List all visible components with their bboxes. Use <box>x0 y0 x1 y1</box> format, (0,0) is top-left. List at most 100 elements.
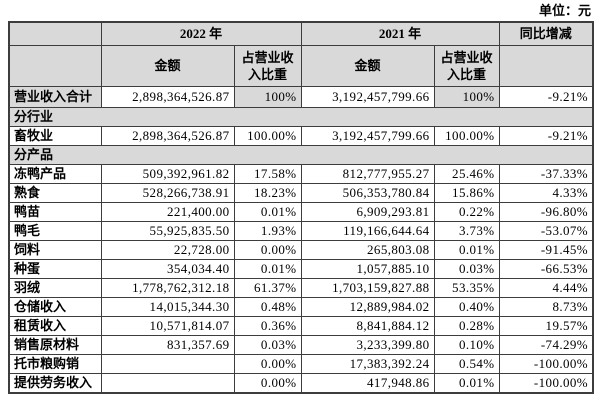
pct-2022: 17.58% <box>233 163 302 184</box>
yoy-value: -9.21% <box>498 85 594 108</box>
header-blank-cell <box>498 44 594 87</box>
table-row: 鸭苗 221,400.00 0.01% 6,909,293.81 0.22% -… <box>8 201 594 222</box>
row-label: 种蛋 <box>8 258 102 279</box>
pct-2021: 0.10% <box>433 334 500 355</box>
amount-2021: 12,889,984.02 <box>300 296 435 317</box>
table-row: 销售原材料 831,357.69 0.03% 3,233,399.80 0.10… <box>8 334 594 355</box>
amount-2021: 3,192,457,799.66 <box>300 125 435 146</box>
yoy-value: -100.00% <box>498 372 594 393</box>
amount-2021: 119,166,644.64 <box>300 220 435 241</box>
amount-2022: 14,015,344.30 <box>100 296 235 317</box>
amount-2022: 22,728.00 <box>100 239 235 260</box>
pct-2022: 0.01% <box>233 201 302 222</box>
table-row-total-revenue: 营业收入合计 2,898,364,526.87 100% 3,192,457,7… <box>8 85 594 108</box>
row-label: 提供劳务收入 <box>8 372 102 393</box>
yoy-value: -66.53% <box>498 258 594 279</box>
amount-2022: 221,400.00 <box>100 201 235 222</box>
pct-2021: 0.03% <box>433 258 500 279</box>
pct-2022: 100% <box>233 85 302 108</box>
amount-2021: 17,383,392.24 <box>300 353 435 374</box>
amount-2022: 354,034.40 <box>100 258 235 279</box>
amount-2022: 831,357.69 <box>100 334 235 355</box>
amount-2022: 509,392,961.82 <box>100 163 235 184</box>
pct-2022: 0.00% <box>233 353 302 374</box>
pct-2021: 15.86% <box>433 182 500 203</box>
yoy-value: -74.29% <box>498 334 594 355</box>
header-yoy: 同比增减 <box>498 21 594 46</box>
yoy-value: 19.57% <box>498 315 594 336</box>
table-row: 鸭毛 55,925,835.50 1.93% 119,166,644.64 3.… <box>8 220 594 241</box>
pct-2021: 100.00% <box>433 125 500 146</box>
pct-2021: 0.28% <box>433 315 500 336</box>
amount-2022: 55,925,835.50 <box>100 220 235 241</box>
pct-2021: 0.01% <box>433 239 500 260</box>
header-year-2021: 2021 年 <box>300 21 500 46</box>
header-row-measures: 金额 占营业收入比重 金额 占营业收入比重 <box>8 44 594 87</box>
row-label: 羽绒 <box>8 277 102 298</box>
pct-2021: 0.40% <box>433 296 500 317</box>
table-row: 熟食 528,266,738.91 18.23% 506,353,780.84 … <box>8 182 594 203</box>
pct-2022: 0.03% <box>233 334 302 355</box>
header-year-2022: 2022 年 <box>100 21 302 46</box>
table-row: 畜牧业 2,898,364,526.87 100.00% 3,192,457,7… <box>8 125 594 146</box>
pct-2022: 0.48% <box>233 296 302 317</box>
row-label: 鸭苗 <box>8 201 102 222</box>
pct-2021: 100% <box>433 85 500 108</box>
amount-2021: 417,948.86 <box>300 372 435 393</box>
amount-2022: 10,571,814.07 <box>100 315 235 336</box>
pct-2021: 0.01% <box>433 372 500 393</box>
section-label: 分产品 <box>8 144 594 165</box>
amount-2022: 1,778,762,312.18 <box>100 277 235 298</box>
pct-2022: 0.00% <box>233 372 302 393</box>
amount-2022 <box>100 372 235 393</box>
row-label: 营业收入合计 <box>8 85 102 108</box>
amount-2022 <box>100 353 235 374</box>
row-label: 仓储收入 <box>8 296 102 317</box>
amount-2021: 812,777,955.27 <box>300 163 435 184</box>
section-row-by-product: 分产品 <box>8 144 594 165</box>
table-row: 饲料 22,728.00 0.00% 265,803.08 0.01% -91.… <box>8 239 594 260</box>
yoy-value: -91.45% <box>498 239 594 260</box>
yoy-value: -37.33% <box>498 163 594 184</box>
section-label: 分行业 <box>8 106 594 127</box>
amount-2022: 528,266,738.91 <box>100 182 235 203</box>
table-body: 营业收入合计 2,898,364,526.87 100% 3,192,457,7… <box>8 85 594 393</box>
table-row: 种蛋 354,034.40 0.01% 1,057,885.10 0.03% -… <box>8 258 594 279</box>
pct-2021: 3.73% <box>433 220 500 241</box>
pct-2021: 25.46% <box>433 163 500 184</box>
pct-2021: 0.22% <box>433 201 500 222</box>
pct-2022: 100.00% <box>233 125 302 146</box>
table-row: 租赁收入 10,571,814.07 0.36% 8,841,884.12 0.… <box>8 315 594 336</box>
pct-2022: 0.00% <box>233 239 302 260</box>
amount-2022: 2,898,364,526.87 <box>100 85 235 108</box>
amount-2021: 506,353,780.84 <box>300 182 435 203</box>
yoy-value: -100.00% <box>498 353 594 374</box>
revenue-breakdown-table: 2022 年 2021 年 同比增减 金额 占营业收入比重 金额 占营业收入比重… <box>8 21 595 394</box>
row-label: 销售原材料 <box>8 334 102 355</box>
pct-2022: 0.36% <box>233 315 302 336</box>
header-pct-2021: 占营业收入比重 <box>433 44 500 87</box>
yoy-value: -53.07% <box>498 220 594 241</box>
pct-2022: 0.01% <box>233 258 302 279</box>
amount-2021: 8,841,884.12 <box>300 315 435 336</box>
pct-2022: 18.23% <box>233 182 302 203</box>
yoy-value: 8.73% <box>498 296 594 317</box>
amount-2021: 6,909,293.81 <box>300 201 435 222</box>
row-label: 畜牧业 <box>8 125 102 146</box>
yoy-value: -9.21% <box>498 125 594 146</box>
row-label: 托市粮购销 <box>8 353 102 374</box>
pct-2021: 53.35% <box>433 277 500 298</box>
row-label: 饲料 <box>8 239 102 260</box>
yoy-value: 4.33% <box>498 182 594 203</box>
pct-2022: 61.37% <box>233 277 302 298</box>
table-row: 羽绒 1,778,762,312.18 61.37% 1,703,159,827… <box>8 277 594 298</box>
row-label: 熟食 <box>8 182 102 203</box>
amount-2021: 1,703,159,827.88 <box>300 277 435 298</box>
amount-2022: 2,898,364,526.87 <box>100 125 235 146</box>
table-row: 托市粮购销 0.00% 17,383,392.24 0.54% -100.00% <box>8 353 594 374</box>
header-blank-cell <box>8 44 102 87</box>
amount-2021: 3,192,457,799.66 <box>300 85 435 108</box>
row-label: 鸭毛 <box>8 220 102 241</box>
header-amount-2021: 金额 <box>300 44 435 87</box>
